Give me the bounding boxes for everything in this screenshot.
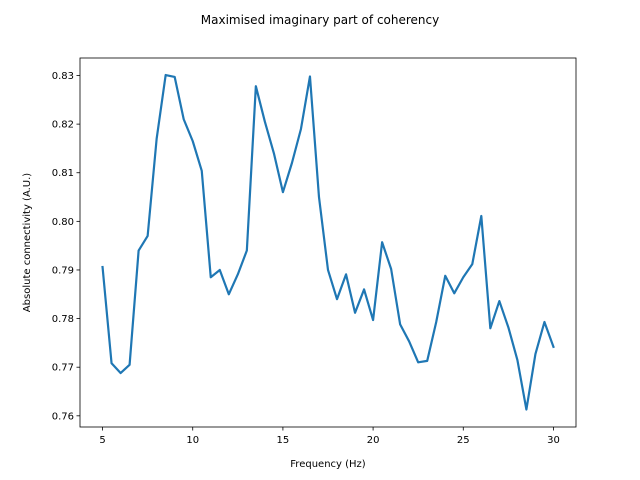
x-axis: 5 10 15 20 25 30 — [99, 427, 560, 446]
series-line — [101, 73, 555, 411]
y-tick-label: 0.80 — [52, 217, 74, 228]
x-axis-label: Frequency (Hz) — [290, 459, 366, 470]
y-axis: 0.76 0.77 0.78 0.79 0.80 0.81 0.82 0.83 — [52, 71, 80, 422]
plot-area — [80, 58, 576, 427]
y-tick-label: 0.78 — [52, 314, 74, 325]
plot-frame — [79, 57, 577, 428]
x-tick-label: 10 — [186, 435, 199, 446]
y-tick-label: 0.82 — [52, 120, 74, 131]
x-tick-label: 20 — [367, 435, 380, 446]
x-tick-label: 15 — [277, 435, 290, 446]
y-tick-label: 0.81 — [52, 168, 74, 179]
y-tick-label: 0.83 — [52, 71, 74, 82]
y-axis-label: Absolute connectivity (A.U.) — [22, 173, 33, 312]
y-tick-label: 0.79 — [52, 265, 74, 276]
x-tick-label: 25 — [457, 435, 470, 446]
y-tick-label: 0.77 — [52, 363, 74, 374]
x-tick-label: 30 — [547, 435, 560, 446]
chart-title: Maximised imaginary part of coherency — [201, 13, 439, 27]
y-tick-label: 0.76 — [52, 411, 74, 422]
x-tick-label: 5 — [99, 435, 105, 446]
series-layer — [101, 73, 555, 411]
